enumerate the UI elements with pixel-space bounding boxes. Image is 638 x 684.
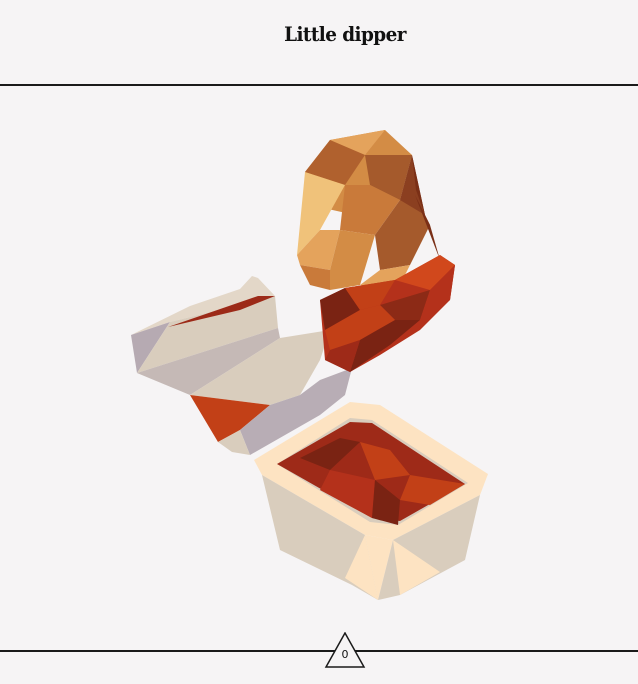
counter-value: 0 <box>341 648 349 661</box>
footer-divider <box>0 650 638 652</box>
header: Little dipper <box>0 0 638 86</box>
sauce-cup <box>254 402 488 600</box>
nugget <box>297 130 455 372</box>
sauce-lid <box>131 276 352 455</box>
nugget-sauce-illustration <box>131 130 488 600</box>
triangle-icon[interactable] <box>324 632 366 668</box>
page-title: Little dipper <box>284 22 406 46</box>
